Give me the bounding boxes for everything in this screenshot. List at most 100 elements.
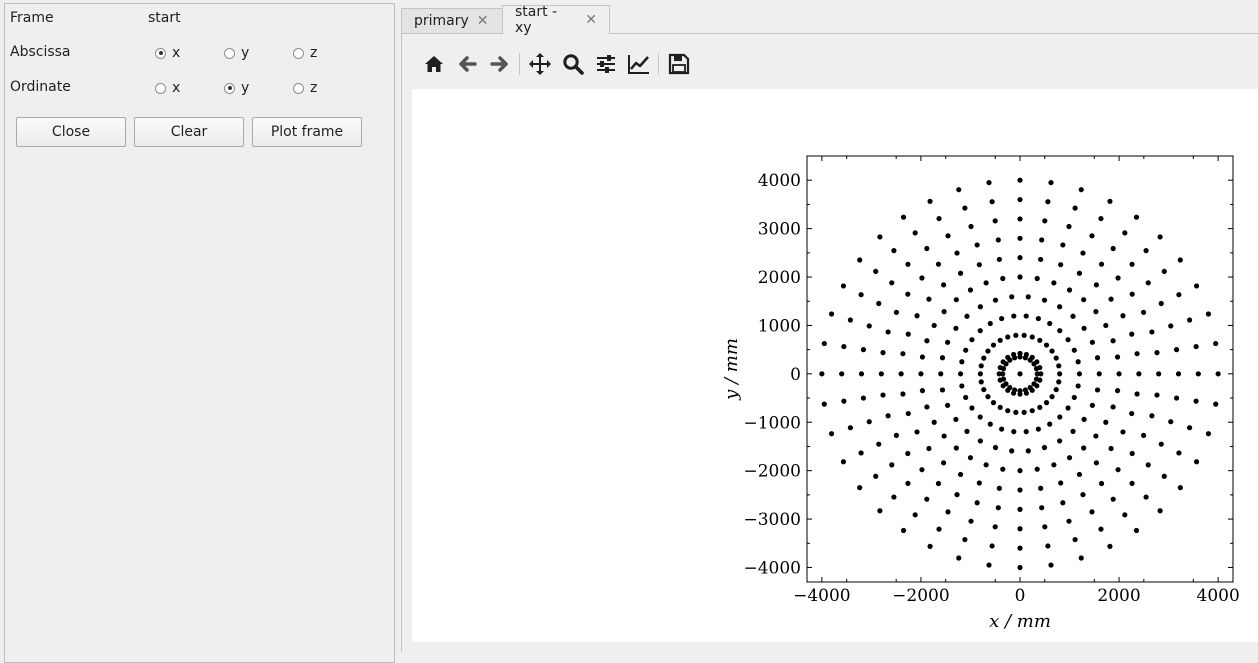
data-point <box>1108 445 1114 452</box>
data-point <box>969 337 975 343</box>
data-point <box>974 242 980 248</box>
data-point <box>1017 468 1023 474</box>
abscissa-radio-y[interactable]: y <box>224 45 249 61</box>
data-point <box>1134 391 1140 397</box>
data-point <box>1023 390 1030 396</box>
zoom-magnifier-icon[interactable] <box>556 48 589 80</box>
data-point <box>914 429 920 435</box>
y-tick-label: 2000 <box>758 268 801 288</box>
data-point <box>1017 255 1023 261</box>
close-tab-icon[interactable]: ✕ <box>585 12 597 28</box>
data-point <box>1034 466 1040 472</box>
ordinate-radio-z[interactable]: z <box>293 80 317 96</box>
ordinate-radio-y[interactable]: y <box>224 80 249 96</box>
data-point <box>997 377 1003 383</box>
x-tick-label: −4000 <box>793 586 851 606</box>
data-point <box>889 462 895 468</box>
data-point <box>1143 248 1149 254</box>
frame-settings-panel <box>4 3 395 663</box>
data-point <box>1205 311 1212 317</box>
data-point <box>889 280 895 286</box>
forward-arrow-icon[interactable] <box>483 48 516 80</box>
plot-frame-button[interactable]: Plot frame <box>252 117 362 147</box>
data-point <box>880 350 886 356</box>
data-point <box>1154 392 1160 398</box>
data-point <box>967 287 974 293</box>
data-point <box>1129 331 1135 337</box>
data-point <box>880 392 886 398</box>
home-icon[interactable] <box>417 48 450 80</box>
data-point <box>1081 325 1087 331</box>
data-point <box>1140 309 1147 315</box>
data-point <box>1070 428 1076 435</box>
data-point <box>956 187 962 193</box>
data-point <box>977 414 983 420</box>
data-point <box>1029 408 1035 414</box>
plot-canvas[interactable]: −4000 −2000 0 2000 4000 4000 3000 2000 1000 0 −100… <box>412 89 1258 642</box>
data-point <box>968 518 974 524</box>
data-point <box>1213 340 1219 347</box>
data-point <box>919 354 926 360</box>
data-point <box>858 292 864 298</box>
tab-primary[interactable]: primary ✕ <box>401 8 503 33</box>
data-point <box>877 234 883 240</box>
abscissa-radio-x[interactable]: x <box>155 45 180 61</box>
data-point <box>924 338 930 344</box>
data-point <box>1093 460 1100 466</box>
data-point <box>1060 500 1066 506</box>
data-point <box>1017 350 1023 357</box>
data-point <box>1193 283 1200 289</box>
save-floppy-icon[interactable] <box>662 48 695 80</box>
data-point <box>968 223 974 230</box>
data-point <box>1089 402 1096 408</box>
radio-indicator <box>155 82 166 94</box>
edit-axis-line-icon[interactable] <box>622 48 655 80</box>
data-point <box>1034 359 1040 365</box>
data-point <box>1168 323 1174 329</box>
data-point <box>1140 432 1147 438</box>
data-point <box>1149 413 1155 419</box>
data-point <box>1017 564 1023 571</box>
tab-start-xy[interactable]: start - xy ✕ <box>502 4 610 36</box>
clear-button[interactable]: Clear <box>134 117 244 147</box>
radio-label: y <box>241 45 250 61</box>
data-point <box>936 215 942 222</box>
data-point <box>893 432 900 438</box>
data-point <box>967 455 974 461</box>
data-point <box>1129 480 1135 486</box>
data-point <box>992 444 999 451</box>
data-point <box>977 328 983 334</box>
data-point <box>1029 334 1035 340</box>
data-point <box>1037 377 1043 383</box>
data-point <box>964 428 970 435</box>
data-point <box>957 471 964 478</box>
data-point <box>1023 351 1030 358</box>
data-point <box>1035 315 1041 322</box>
data-point <box>996 485 1002 491</box>
back-arrow-icon[interactable] <box>450 48 483 80</box>
data-point <box>1071 394 1077 401</box>
data-point <box>1042 218 1048 224</box>
pan-move-icon[interactable] <box>523 48 556 80</box>
data-point <box>919 467 925 473</box>
data-point <box>1122 512 1128 518</box>
data-point <box>976 480 982 486</box>
data-point <box>1038 371 1044 377</box>
data-point <box>992 297 999 303</box>
data-point <box>1120 313 1126 319</box>
data-point <box>1041 297 1048 303</box>
abscissa-radio-z[interactable]: z <box>293 45 317 61</box>
data-point <box>840 459 847 465</box>
configure-subplots-icon[interactable] <box>589 48 622 80</box>
data-point <box>997 337 1003 343</box>
data-point <box>1136 371 1142 377</box>
data-point <box>1066 287 1073 293</box>
data-point <box>1205 431 1212 437</box>
close-button[interactable]: Close <box>16 117 126 147</box>
close-tab-icon[interactable]: ✕ <box>476 13 489 29</box>
data-point <box>957 270 964 276</box>
y-tick-label: −1000 <box>743 413 801 433</box>
data-point <box>873 268 879 275</box>
data-point <box>1058 262 1064 268</box>
ordinate-radio-x[interactable]: x <box>155 80 180 96</box>
